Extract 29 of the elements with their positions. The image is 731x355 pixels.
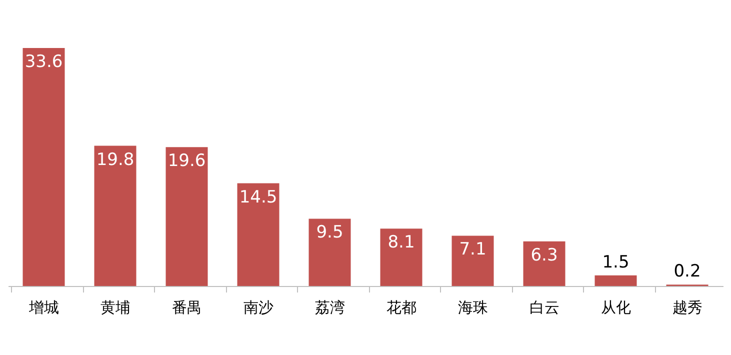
data-label: 8.1 xyxy=(388,232,415,253)
data-label: 0.2 xyxy=(674,262,701,282)
data-label: 19.6 xyxy=(168,151,206,172)
x-tick-label: 增城 xyxy=(28,298,59,316)
data-label: 7.1 xyxy=(459,240,486,260)
x-tick-label: 番禺 xyxy=(172,298,202,316)
bar xyxy=(523,241,566,286)
data-label: 19.8 xyxy=(96,150,134,170)
bar xyxy=(94,146,136,286)
x-tick-label: 白云 xyxy=(529,298,560,316)
x-tick-label: 花都 xyxy=(386,298,416,316)
bar xyxy=(166,147,208,286)
x-tick-label: 黄埔 xyxy=(100,298,130,316)
bar xyxy=(237,183,280,286)
data-label: 33.6 xyxy=(24,52,63,72)
bar xyxy=(594,275,637,286)
data-label: 6.3 xyxy=(530,245,558,266)
bar xyxy=(452,236,494,286)
x-tick-label: 南沙 xyxy=(243,298,274,316)
bar xyxy=(22,48,65,286)
bar xyxy=(380,228,422,286)
x-tick-label: 海珠 xyxy=(458,298,488,316)
data-label: 14.5 xyxy=(239,187,278,208)
x-tick-label: 从化 xyxy=(600,298,631,316)
bar xyxy=(308,218,351,286)
data-label: 9.5 xyxy=(316,222,344,243)
data-label: 1.5 xyxy=(602,252,630,272)
x-tick-label: 越秀 xyxy=(672,298,702,316)
x-tick-label: 荔湾 xyxy=(314,298,345,316)
